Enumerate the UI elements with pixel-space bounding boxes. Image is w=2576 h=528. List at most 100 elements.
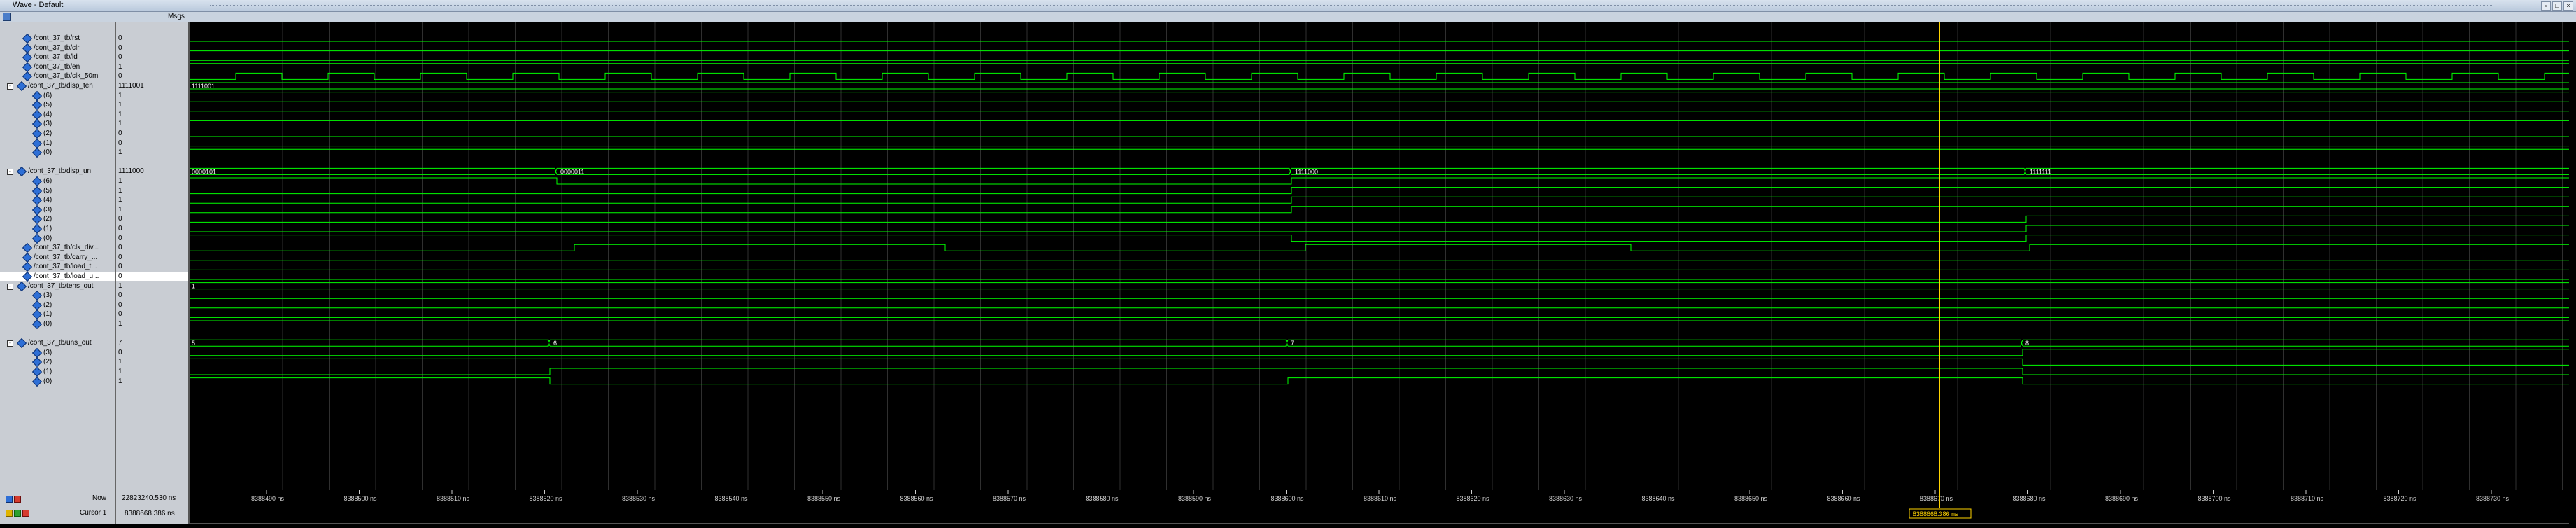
signal-row[interactable]: (2): [0, 128, 115, 139]
value-row[interactable]: [116, 158, 188, 167]
value-row[interactable]: 0: [116, 139, 188, 148]
waveform-pane[interactable]: 1111001 0000101 0000011 1111000 1111111 1 5 6 7 8: [189, 22, 2576, 490]
signal-row[interactable]: [0, 329, 115, 338]
undock-button[interactable]: ▫: [2541, 1, 2551, 11]
value-row[interactable]: 1: [116, 176, 188, 186]
signal-row[interactable]: (2): [0, 357, 115, 368]
value-row[interactable]: 1: [116, 91, 188, 100]
signal-row[interactable]: /cont_37_tb/en: [0, 62, 115, 72]
value-row[interactable]: 1: [116, 367, 188, 376]
signal-row[interactable]: - /cont_37_tb/uns_out: [0, 338, 115, 349]
value-row[interactable]: 0: [116, 253, 188, 262]
value-row[interactable]: 7: [116, 338, 188, 347]
signal-row[interactable]: (0): [0, 148, 115, 158]
value-row[interactable]: 1: [116, 110, 188, 119]
value-row[interactable]: 1111000: [116, 167, 188, 176]
signal-row[interactable]: (4): [0, 109, 115, 120]
value-row[interactable]: 1: [116, 148, 188, 157]
signal-row[interactable]: - /cont_37_tb/disp_un: [0, 167, 115, 177]
lock-icon[interactable]: [6, 510, 13, 517]
value-row[interactable]: 1: [116, 282, 188, 291]
signal-row[interactable]: (0): [0, 319, 115, 330]
value-row[interactable]: 1111001: [116, 81, 188, 90]
signal-row[interactable]: (6): [0, 176, 115, 187]
wave-window-icon[interactable]: [3, 13, 11, 21]
value-row[interactable]: 0: [116, 300, 188, 310]
signal-row[interactable]: /cont_37_tb/clk_50m: [0, 71, 115, 82]
signal-diamond-icon: [31, 204, 43, 215]
signal-row[interactable]: /cont_37_tb/carry_...: [0, 252, 115, 263]
expand-toggle-icon[interactable]: -: [7, 340, 13, 347]
signal-row[interactable]: (5): [0, 186, 115, 196]
horizontal-scrollbar[interactable]: [190, 523, 2569, 524]
timeline-canvas[interactable]: 8388490 ns 8388500 ns 8388510 ns 8388520 ns…: [190, 490, 2569, 524]
value-row[interactable]: 0: [116, 129, 188, 138]
expand-toggle-icon[interactable]: -: [7, 169, 13, 176]
value-row[interactable]: 0: [116, 272, 188, 281]
signal-row[interactable]: (4): [0, 195, 115, 206]
signal-row[interactable]: (0): [0, 233, 115, 244]
add-cursor-icon[interactable]: [14, 510, 21, 517]
value-row[interactable]: 1: [116, 119, 188, 128]
maximize-button[interactable]: □: [2552, 1, 2562, 11]
cursor-flag[interactable]: [1909, 508, 1972, 519]
signal-row[interactable]: (1): [0, 366, 115, 377]
value-row[interactable]: 0: [116, 53, 188, 62]
value-row[interactable]: 0: [116, 43, 188, 53]
expand-toggle-icon[interactable]: -: [7, 83, 13, 90]
value-row[interactable]: 1: [116, 195, 188, 204]
signal-row[interactable]: (2): [0, 300, 115, 310]
delete-cursor-icon[interactable]: [22, 510, 29, 517]
signal-name: (5): [43, 186, 52, 195]
signal-row[interactable]: (1): [0, 138, 115, 148]
signal-row[interactable]: - /cont_37_tb/tens_out: [0, 281, 115, 291]
value-row[interactable]: 0: [116, 291, 188, 300]
signal-row[interactable]: (3): [0, 119, 115, 130]
value-row[interactable]: 1: [116, 186, 188, 195]
value-row[interactable]: 1: [116, 100, 188, 109]
value-row[interactable]: 0: [116, 262, 188, 271]
signal-row[interactable]: (3): [0, 204, 115, 215]
signal-row[interactable]: (6): [0, 90, 115, 101]
value-row[interactable]: 1: [116, 377, 188, 386]
signal-row[interactable]: /cont_37_tb/ld: [0, 53, 115, 63]
signal-value-pane[interactable]: 0 0 0 1 0 1111001 1 1 1 1 0 0 1 1111000 1 1 1 1 0 0 0 0 0 0 0 1 0 0…: [116, 22, 190, 490]
expand-toggle-icon[interactable]: -: [7, 283, 13, 290]
timeline[interactable]: 8388490 ns 8388500 ns 8388510 ns 8388520 ns…: [190, 490, 2569, 524]
signal-row[interactable]: /cont_37_tb/clr: [0, 43, 115, 53]
signal-row[interactable]: /cont_37_tb/load_u...: [0, 271, 115, 282]
signal-row[interactable]: - /cont_37_tb/disp_ten: [0, 81, 115, 92]
signal-name-pane[interactable]: /cont_37_tb/rst/cont_37_tb/clr/cont_37_t…: [0, 22, 116, 490]
zoom-icon[interactable]: [14, 496, 21, 503]
signal-row[interactable]: /cont_37_tb/rst: [0, 33, 115, 44]
now-icon[interactable]: [6, 496, 13, 503]
value-row[interactable]: 0: [116, 348, 188, 357]
signal-row[interactable]: (1): [0, 223, 115, 235]
value-row[interactable]: 0: [116, 71, 188, 81]
signal-row[interactable]: (3): [0, 347, 115, 358]
value-row[interactable]: 0: [116, 224, 188, 233]
signal-row[interactable]: (5): [0, 100, 115, 111]
value-row[interactable]: 1: [116, 357, 188, 366]
signal-row[interactable]: (2): [0, 214, 115, 225]
signal-row[interactable]: [0, 158, 115, 167]
value-row[interactable]: 1: [116, 205, 188, 214]
signal-row[interactable]: /cont_37_tb/load_t...: [0, 262, 115, 272]
signal-row[interactable]: /cont_37_tb/clk_div...: [0, 243, 115, 253]
value-row[interactable]: 0: [116, 214, 188, 223]
value-row[interactable]: 1: [116, 319, 188, 328]
titlebar-grip[interactable]: [210, 5, 2492, 7]
value-row[interactable]: 1: [116, 62, 188, 71]
value-row[interactable]: 0: [116, 34, 188, 43]
value-row[interactable]: 0: [116, 243, 188, 252]
value-row[interactable]: 0: [116, 310, 188, 319]
signal-row[interactable]: (3): [0, 291, 115, 301]
signal-diamond-icon: [31, 376, 43, 387]
close-button[interactable]: ×: [2563, 1, 2573, 11]
value-row[interactable]: [116, 329, 188, 338]
signal-row[interactable]: (1): [0, 310, 115, 320]
value-row[interactable]: 0: [116, 234, 188, 243]
signal-value: 1: [118, 320, 122, 328]
signal-row[interactable]: (0): [0, 376, 115, 387]
